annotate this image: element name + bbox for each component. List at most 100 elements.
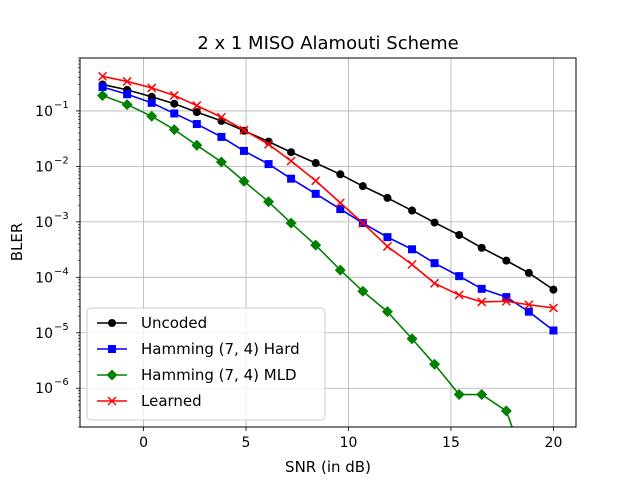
legend-marker: [108, 345, 116, 353]
y-tick-label: 10: [35, 326, 53, 342]
data-point-uncoded: [524, 268, 533, 277]
data-point-uncoded: [311, 159, 320, 168]
data-point-hamming-7-4-hard: [502, 293, 511, 302]
data-point-hamming-7-4-hard: [98, 82, 107, 91]
data-point-hamming-7-4-hard: [430, 259, 439, 268]
data-point-learned: [382, 241, 392, 251]
series-line-uncoded: [102, 83, 554, 291]
data-point-hamming-7-4-hard: [217, 132, 226, 141]
series-uncoded: [98, 80, 558, 294]
data-point-uncoded: [287, 148, 296, 157]
data-point-learned: [548, 303, 558, 313]
data-point-uncoded: [455, 230, 464, 239]
data-point-uncoded: [147, 92, 156, 101]
data-point-hamming-7-4-mld: [97, 89, 109, 101]
legend-item-learned: Learned: [97, 392, 202, 410]
series-layer: [97, 71, 558, 427]
y-tick-label: 10: [35, 159, 53, 175]
data-point-learned: [311, 176, 321, 186]
legend-box: [86, 307, 326, 421]
data-point-learned: [216, 112, 226, 122]
y-tick-exponent: −1: [54, 100, 69, 111]
data-point-learned: [192, 101, 202, 111]
data-point-learned: [98, 71, 108, 81]
data-point-hamming-7-4-hard: [123, 90, 132, 99]
data-point-hamming-7-4-mld: [381, 306, 393, 318]
legend-marker: [106, 369, 118, 381]
data-point-learned: [454, 290, 464, 300]
x-tick-label: 0: [139, 435, 148, 451]
series-learned: [98, 71, 558, 313]
data-point-learned: [169, 90, 179, 100]
data-point-uncoded: [192, 108, 201, 117]
x-axis: 0 5 10 15 20: [139, 427, 562, 451]
x-tick-label: 15: [442, 435, 460, 451]
legend-item-uncoded: Uncoded: [97, 314, 207, 332]
data-point-uncoded: [502, 256, 511, 265]
data-point-uncoded: [336, 170, 345, 179]
plot-frame: [79, 57, 577, 428]
x-axis-label: SNR (in dB): [285, 458, 371, 476]
x-tick-label: 5: [242, 435, 251, 451]
y-axis-label: BLER: [8, 223, 26, 262]
y-tick-label: 10: [35, 104, 53, 120]
data-point-hamming-7-4-mld: [238, 175, 250, 187]
data-point-hamming-7-4-mld: [453, 389, 465, 401]
y-tick-exponent: −5: [54, 322, 69, 333]
data-point-hamming-7-4-mld: [263, 196, 275, 208]
data-point-learned: [239, 125, 249, 135]
data-point-learned: [147, 83, 157, 93]
data-point-hamming-7-4-hard: [336, 205, 345, 214]
grid: [80, 58, 576, 427]
data-point-hamming-7-4-mld: [429, 358, 441, 370]
legend-label: Hamming (7, 4) MLD: [141, 366, 297, 384]
data-point-uncoded: [477, 243, 486, 252]
data-point-learned: [122, 76, 132, 86]
data-point-hamming-7-4-mld: [146, 110, 158, 122]
y-axis: 10−610−510−410−310−210−1: [35, 57, 80, 428]
y-tick-label: 10: [35, 270, 53, 286]
data-point-hamming-7-4-hard: [147, 98, 156, 107]
series-hamming-7-4-hard: [98, 82, 558, 335]
data-point-hamming-7-4-hard: [477, 284, 486, 293]
y-tick-label: 10: [35, 381, 53, 397]
y-tick-label: 10: [35, 215, 53, 231]
legend-item-hamming-7-4-mld: Hamming (7, 4) MLD: [97, 366, 297, 384]
data-point-hamming-7-4-mld: [406, 333, 418, 345]
x-tick-label: 20: [545, 435, 563, 451]
data-point-hamming-7-4-hard: [239, 146, 248, 155]
data-point-uncoded: [170, 99, 179, 108]
legend-label: Uncoded: [141, 314, 207, 332]
data-point-hamming-7-4-mld: [168, 124, 180, 136]
data-point-hamming-7-4-hard: [524, 307, 533, 316]
data-point-uncoded: [383, 193, 392, 202]
legend-marker: [107, 396, 117, 406]
data-point-hamming-7-4-hard: [192, 120, 201, 129]
data-point-hamming-7-4-mld: [191, 139, 203, 151]
data-point-hamming-7-4-mld: [500, 405, 512, 417]
data-point-hamming-7-4-mld: [334, 264, 346, 276]
data-point-hamming-7-4-hard: [170, 109, 179, 118]
series-line-learned: [102, 75, 554, 309]
legend-marker: [108, 319, 116, 327]
data-point-uncoded: [430, 218, 439, 227]
data-point-learned: [286, 156, 296, 166]
y-tick-exponent: −2: [54, 155, 69, 166]
data-point-hamming-7-4-hard: [408, 245, 417, 254]
chart-title: 2 x 1 MISO Alamouti Scheme: [197, 33, 458, 54]
data-point-learned: [477, 297, 487, 307]
data-point-uncoded: [549, 285, 558, 294]
x-tick-label: 10: [340, 435, 358, 451]
data-point-hamming-7-4-hard: [383, 233, 392, 242]
data-point-hamming-7-4-mld: [285, 217, 297, 229]
legend-label: Hamming (7, 4) Hard: [141, 340, 300, 358]
y-tick-exponent: −6: [54, 377, 69, 388]
data-point-learned: [501, 296, 511, 306]
data-point-uncoded: [408, 206, 417, 215]
data-point-hamming-7-4-mld: [357, 285, 369, 297]
data-point-hamming-7-4-hard: [264, 160, 273, 169]
y-tick-exponent: −3: [54, 211, 69, 222]
data-point-hamming-7-4-hard: [455, 272, 464, 281]
data-point-hamming-7-4-hard: [311, 189, 320, 198]
